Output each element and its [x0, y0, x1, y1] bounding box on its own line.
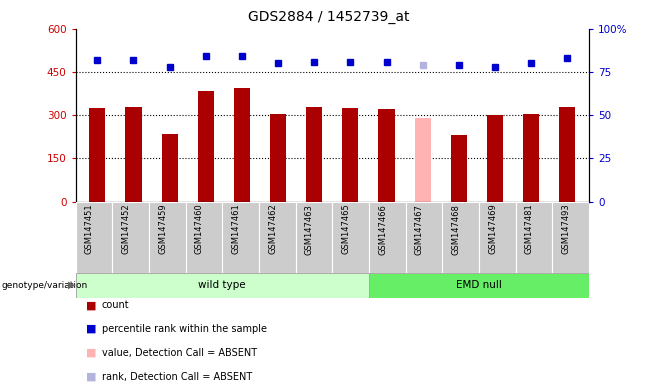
Text: EMD null: EMD null: [456, 280, 502, 290]
Bar: [369, 202, 405, 273]
Text: GSM147468: GSM147468: [451, 204, 461, 255]
Bar: [222, 202, 259, 273]
Text: value, Detection Call = ABSENT: value, Detection Call = ABSENT: [102, 348, 257, 358]
Text: ■: ■: [86, 348, 96, 358]
Bar: [259, 202, 295, 273]
Text: wild type: wild type: [199, 280, 246, 290]
Bar: [332, 202, 369, 273]
Bar: [415, 118, 431, 202]
Bar: [516, 202, 552, 273]
Text: GSM147467: GSM147467: [415, 204, 424, 255]
Bar: [197, 91, 214, 202]
Bar: [552, 202, 589, 273]
Text: GSM147493: GSM147493: [561, 204, 570, 255]
Bar: [523, 114, 539, 202]
Bar: [76, 273, 369, 298]
Text: GSM147462: GSM147462: [268, 204, 277, 255]
Bar: [369, 273, 589, 298]
Bar: [479, 202, 516, 273]
Text: GSM147469: GSM147469: [488, 204, 497, 255]
Text: GSM147461: GSM147461: [232, 204, 241, 255]
Bar: [126, 107, 141, 202]
Bar: [487, 115, 503, 202]
Text: GSM147481: GSM147481: [525, 204, 534, 255]
Bar: [451, 136, 467, 202]
Bar: [295, 202, 332, 273]
Text: ■: ■: [86, 300, 96, 310]
Bar: [342, 108, 359, 202]
Text: rank, Detection Call = ABSENT: rank, Detection Call = ABSENT: [102, 372, 252, 382]
Bar: [186, 202, 222, 273]
Bar: [442, 202, 479, 273]
Text: GSM147460: GSM147460: [195, 204, 204, 255]
Bar: [306, 106, 322, 202]
Bar: [89, 108, 105, 202]
Bar: [405, 202, 442, 273]
Text: GSM147465: GSM147465: [342, 204, 351, 255]
Text: ▶: ▶: [68, 280, 75, 290]
Text: GSM147463: GSM147463: [305, 204, 314, 255]
Text: GSM147452: GSM147452: [122, 204, 131, 254]
Bar: [76, 202, 113, 273]
Text: GSM147466: GSM147466: [378, 204, 388, 255]
Text: genotype/variation: genotype/variation: [1, 281, 88, 290]
Text: count: count: [102, 300, 130, 310]
Bar: [234, 88, 250, 202]
Text: ■: ■: [86, 324, 96, 334]
Text: GDS2884 / 1452739_at: GDS2884 / 1452739_at: [248, 10, 410, 23]
Bar: [270, 114, 286, 202]
Text: GSM147451: GSM147451: [85, 204, 94, 254]
Bar: [149, 202, 186, 273]
Text: GSM147459: GSM147459: [159, 204, 167, 254]
Text: percentile rank within the sample: percentile rank within the sample: [102, 324, 267, 334]
Text: ■: ■: [86, 372, 96, 382]
Bar: [161, 134, 178, 202]
Bar: [113, 202, 149, 273]
Bar: [378, 109, 395, 202]
Bar: [559, 106, 575, 202]
